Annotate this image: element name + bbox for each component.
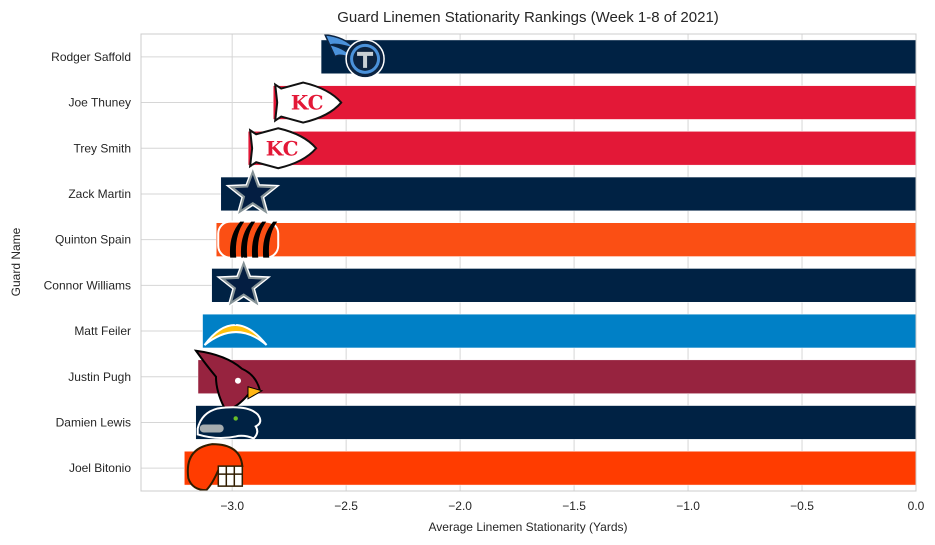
bar-rodger-saffold <box>320 39 917 75</box>
y-tick-label: Quinton Spain <box>55 233 131 247</box>
chargers-logo-icon <box>203 319 268 346</box>
x-tick-label: −1.5 <box>562 499 586 513</box>
y-tick-label: Justin Pugh <box>68 370 131 384</box>
x-tick-label: −3.0 <box>220 499 244 513</box>
bar-joel-bitonio <box>184 450 917 486</box>
y-tick-label: Connor Williams <box>44 278 131 292</box>
seahawks-logo-icon <box>196 406 262 440</box>
svg-text:KC: KC <box>266 136 299 160</box>
x-axis-label: Average Linemen Stationarity (Yards) <box>429 520 628 534</box>
titans-logo-icon <box>323 33 385 79</box>
x-tick-label: −2.0 <box>448 499 472 513</box>
x-tick-label: 0.0 <box>908 499 925 513</box>
x-tick-label: −0.5 <box>790 499 814 513</box>
team-logos: KC KC <box>186 33 385 492</box>
bar-justin-pugh <box>197 359 917 394</box>
y-tick-labels: Rodger Saffold Joe Thuney Trey Smith Zack M… <box>44 50 132 475</box>
chiefs-logo-icon: KC <box>273 81 343 124</box>
bar-connor-williams <box>211 268 917 303</box>
bar-matt-feiler <box>202 313 917 349</box>
x-tick-label: −1.0 <box>676 499 700 513</box>
chart-title: Guard Linemen Stationarity Rankings (Wee… <box>337 9 719 26</box>
y-tick-label: Damien Lewis <box>56 415 131 429</box>
y-tick-label: Trey Smith <box>73 141 131 155</box>
bar-zack-martin <box>220 176 917 212</box>
bar-damien-lewis <box>195 405 917 440</box>
bars <box>184 39 917 486</box>
cowboys-logo-icon <box>216 256 272 309</box>
plot-frame <box>140 33 917 492</box>
y-tick-label: Joe Thuney <box>69 96 132 110</box>
bar-trey-smith <box>247 131 917 166</box>
y-tick-label: Rodger Saffold <box>51 50 131 64</box>
y-axis-label: Guard Name <box>9 227 23 296</box>
bar-quinton-spain <box>215 222 917 257</box>
cowboys-logo-icon <box>225 165 281 218</box>
y-tick-label: Joel Bitonio <box>69 461 131 475</box>
svg-text:KC: KC <box>291 91 324 115</box>
x-tick-label: −2.5 <box>334 499 358 513</box>
y-tick-label: Matt Feiler <box>74 324 131 338</box>
cardinals-logo-icon <box>193 349 264 412</box>
chiefs-logo-icon: KC <box>248 127 318 170</box>
bar-joe-thuney <box>272 85 917 120</box>
x-tick-labels: −3.0 −2.5 −2.0 −1.5 −1.0 −0.5 0.0 <box>220 499 924 513</box>
y-tick-label: Zack Martin <box>68 187 131 201</box>
bengals-logo-icon <box>217 220 280 259</box>
browns-logo-icon <box>186 443 244 492</box>
